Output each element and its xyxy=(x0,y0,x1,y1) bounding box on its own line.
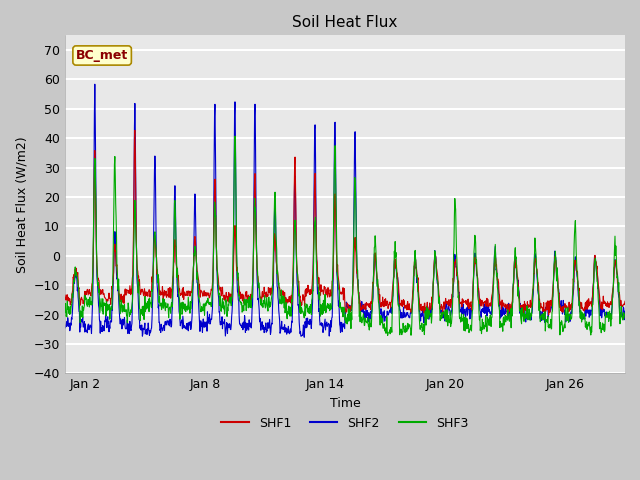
Y-axis label: Soil Heat Flux (W/m2): Soil Heat Flux (W/m2) xyxy=(15,136,28,273)
X-axis label: Time: Time xyxy=(330,397,360,410)
Text: BC_met: BC_met xyxy=(76,49,128,62)
Title: Soil Heat Flux: Soil Heat Flux xyxy=(292,15,397,30)
Legend: SHF1, SHF2, SHF3: SHF1, SHF2, SHF3 xyxy=(216,412,474,435)
